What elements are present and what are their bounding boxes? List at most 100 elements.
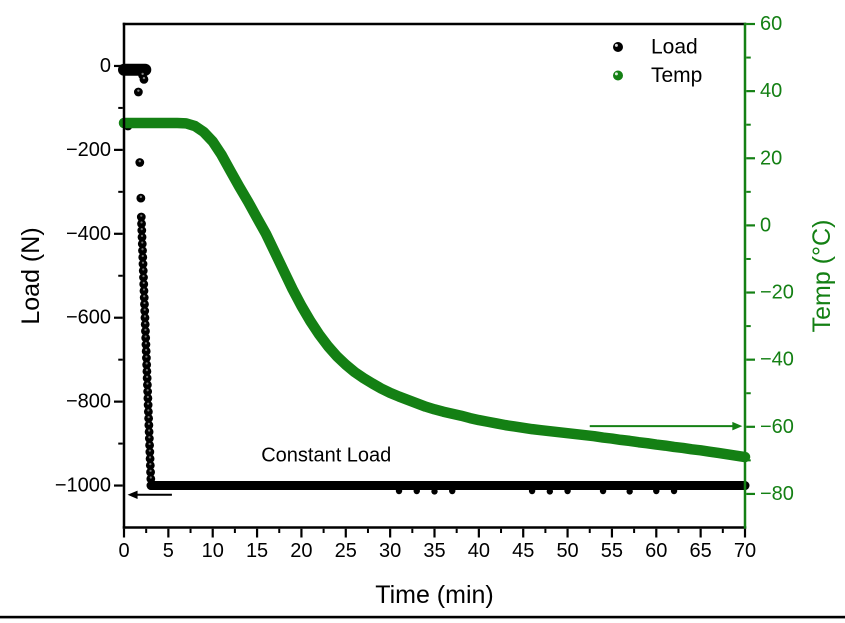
load-noise-point bbox=[599, 487, 607, 495]
load-drop-point bbox=[146, 467, 155, 477]
load-drop-point-glint-icon bbox=[142, 275, 145, 278]
left-axis-tick-label: −400 bbox=[66, 223, 111, 245]
load-drop-point-glint-icon bbox=[145, 348, 148, 352]
load-drop-point bbox=[144, 414, 154, 423]
x-axis-tick-label: 25 bbox=[335, 540, 357, 562]
x-axis-tick-label: 0 bbox=[118, 540, 129, 562]
load-drop-point bbox=[143, 387, 153, 396]
right-axis-tick-label: −60 bbox=[760, 416, 794, 438]
load-drop-point-glint-icon bbox=[143, 301, 146, 305]
right-axis-tick-label: −80 bbox=[760, 483, 794, 505]
load-drop-point bbox=[136, 212, 146, 222]
load-drop-point-glint-icon bbox=[140, 234, 144, 237]
load-drop-point-glint-icon bbox=[145, 362, 148, 365]
legend-label-load: Load bbox=[651, 36, 698, 59]
load-noise-point bbox=[449, 487, 456, 495]
load-drop-point-glint-icon bbox=[147, 416, 150, 419]
load-drop-point-glint-icon bbox=[142, 268, 145, 271]
left-axis-tick-label: −1000 bbox=[55, 475, 111, 497]
x-axis-tick-label: 30 bbox=[379, 540, 401, 562]
load-drop-point bbox=[141, 346, 151, 356]
load-drop-point bbox=[144, 420, 154, 430]
x-axis-tick-label: 55 bbox=[601, 540, 623, 562]
x-axis-tick-label: 40 bbox=[468, 540, 490, 562]
constant-load-annotation: Constant Load bbox=[261, 444, 391, 466]
load-drop-point-glint-icon bbox=[140, 214, 143, 217]
load-drop-point-glint-icon bbox=[146, 382, 149, 385]
load-drop-point-glint-icon bbox=[144, 342, 148, 345]
legend-marker-load-glint-icon bbox=[614, 43, 618, 47]
load-drop-point bbox=[142, 367, 152, 376]
load-drop-point bbox=[142, 380, 152, 390]
right-axis-tick-label: 40 bbox=[760, 80, 782, 102]
load-drop-point bbox=[139, 273, 148, 282]
legend-marker-temp-icon bbox=[613, 70, 623, 81]
load-drop-point-glint-icon bbox=[146, 389, 149, 392]
load-drop-point-glint-icon bbox=[146, 375, 149, 378]
load-drop-point bbox=[141, 326, 150, 336]
load-drop-point bbox=[138, 266, 148, 276]
x-axis-tick-label: 35 bbox=[423, 540, 445, 562]
load-scatter-point bbox=[136, 193, 146, 203]
load-scatter-point bbox=[139, 74, 149, 84]
load-scatter-point-glint-icon bbox=[139, 195, 143, 199]
left-axis-tick-label: 0 bbox=[100, 55, 111, 77]
load-drop-point-glint-icon bbox=[144, 322, 147, 325]
load-noise-point bbox=[413, 487, 420, 495]
load-noise-point bbox=[546, 488, 554, 495]
load-drop-point bbox=[137, 219, 146, 229]
load-drop-point bbox=[140, 313, 150, 323]
load-drop-point-glint-icon bbox=[147, 422, 150, 425]
temp-series-curve bbox=[118, 117, 751, 463]
left-axis-tick-label: −600 bbox=[66, 307, 111, 329]
load-drop-point bbox=[143, 400, 153, 410]
load-drop-point bbox=[137, 226, 147, 235]
load-drop-point bbox=[140, 306, 150, 316]
load-drop-point-glint-icon bbox=[147, 402, 150, 405]
x-axis-title: Time (min) bbox=[375, 581, 494, 609]
load-drop-point bbox=[145, 440, 154, 450]
load-drop-point-glint-icon bbox=[149, 463, 152, 466]
left-axis-tick-label: −800 bbox=[66, 391, 111, 413]
temp-arrow bbox=[589, 421, 743, 431]
x-axis-tick-label: 15 bbox=[246, 540, 268, 562]
load-noise-point bbox=[626, 488, 633, 495]
load-drop-point bbox=[144, 427, 154, 437]
load-scatter-point-glint-icon bbox=[138, 159, 141, 163]
load-drop-point-glint-icon bbox=[148, 436, 151, 439]
load-drop-point bbox=[139, 286, 149, 296]
load-drop-point bbox=[141, 340, 151, 349]
load-drop-point-glint-icon bbox=[145, 355, 148, 358]
load-drop-point bbox=[141, 333, 151, 343]
load-scatter-point bbox=[133, 87, 143, 97]
right-axis-tick-label: 60 bbox=[760, 13, 782, 35]
load-drop-point-glint-icon bbox=[142, 288, 146, 291]
load-drop-point-glint-icon bbox=[143, 308, 146, 311]
left-axis-tick-label: −200 bbox=[66, 139, 111, 161]
load-drop-point bbox=[145, 447, 155, 457]
legend: Load Temp bbox=[613, 36, 702, 87]
load-drop-point-glint-icon bbox=[141, 261, 145, 264]
load-drop-point-glint-icon bbox=[146, 395, 149, 399]
plot-frame bbox=[122, 22, 747, 529]
bottom-rule bbox=[0, 615, 845, 619]
legend-marker-load-icon bbox=[613, 42, 623, 52]
load-drop-point bbox=[137, 239, 147, 249]
load-drop-point-glint-icon bbox=[143, 295, 146, 298]
right-axis-tick-label: −20 bbox=[760, 282, 794, 304]
load-drop-point-glint-icon bbox=[142, 281, 145, 284]
load-arrow-head-icon bbox=[127, 490, 138, 499]
load-drop-point bbox=[146, 474, 156, 484]
load-drop-point bbox=[142, 360, 152, 370]
load-noise-point bbox=[431, 488, 438, 495]
load-drop-point-glint-icon bbox=[144, 335, 147, 338]
load-drop-point-glint-icon bbox=[147, 409, 150, 412]
load-drop-point bbox=[138, 246, 147, 255]
series-temp-group bbox=[118, 117, 751, 463]
x-axis-tick-label: 60 bbox=[645, 540, 667, 562]
axis-tick-labels: 0 5 10 15 20 25 30 35 40 45 50 55 60 65 700−200−400−60… bbox=[55, 13, 794, 562]
x-axis-tick-label: 45 bbox=[512, 540, 534, 562]
load-drop-point-glint-icon bbox=[141, 248, 144, 251]
load-drop-point-glint-icon bbox=[140, 228, 143, 231]
